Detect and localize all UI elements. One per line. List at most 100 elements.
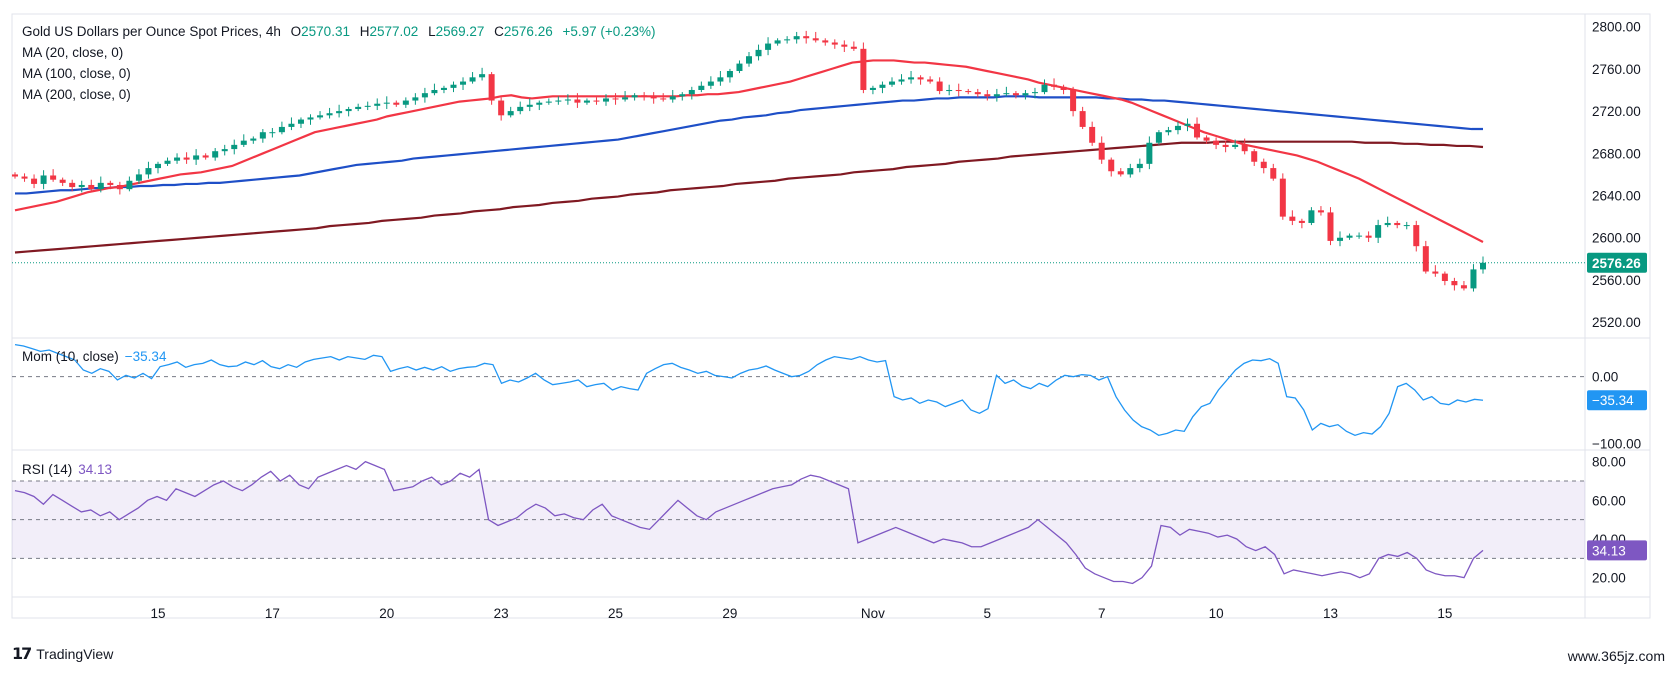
candle-body [421,93,428,98]
rsi-legend[interactable]: RSI (14) 34.13 [22,462,112,477]
candle-body [1031,92,1038,94]
mom-badge [1587,390,1647,411]
candle-body [755,49,762,57]
candle-body [517,106,524,112]
candle-body [1480,262,1486,270]
candle-body [793,36,800,40]
candle-body [1260,161,1267,169]
candle-body [1317,210,1324,213]
candle-body [507,111,514,116]
candle-body [1155,132,1162,143]
tradingview-brand: TradingView [36,646,114,662]
legend-ma100[interactable]: MA (100, close, 0) [22,66,131,81]
candle-body [574,99,581,103]
candle-body [622,97,629,100]
candle-body [145,168,152,175]
candle-body [202,155,209,158]
rsi-value: 34.13 [78,462,113,477]
candle-body [135,174,142,181]
candle-body [1222,144,1229,147]
x-tick-label: 17 [265,606,280,621]
candle-body [193,155,200,160]
price-tick-label: 2720.00 [1592,104,1641,119]
mom-legend[interactable]: Mom (10, close) −35.34 [22,349,166,364]
candle-body [1337,237,1344,241]
candle-body [526,104,533,107]
candle-body [1270,168,1277,179]
candle-body [69,182,76,188]
candle-body [1460,285,1467,289]
rsi-badge-label: 34.13 [1592,543,1626,558]
candle-body [1356,235,1363,237]
candle-body [1232,144,1239,147]
candle-body [974,92,981,95]
ma100-line [15,95,1483,195]
candle-body [717,77,724,82]
x-tick-label: 7 [1098,606,1106,621]
price-tick-label: 2520.00 [1592,315,1641,330]
candle-body [78,184,85,188]
candle-body [1279,178,1286,217]
candle-body [393,102,400,105]
change-value: +5.97 (+0.23%) [562,24,656,39]
price-tick-label: 2560.00 [1592,273,1641,288]
candle-body [1432,271,1439,274]
candle-body [1003,93,1010,95]
candle-body [908,77,915,80]
symbol-name: Gold US Dollars per Ounce Spot Prices, 4… [22,24,281,39]
candle-body [707,81,714,86]
legend-symbol: Gold US Dollars per Ounce Spot Prices, 4… [22,24,656,39]
x-tick-label: 13 [1323,606,1338,621]
low-value: 2569.27 [435,24,485,39]
candle-body [59,179,66,183]
candle-body [936,81,943,92]
candle-body [431,89,438,94]
candle-body [1365,235,1372,238]
candle-body [545,101,552,103]
candle-body [612,98,619,100]
candle-body [1470,269,1477,289]
candle-body [879,84,886,88]
candle-body [374,103,381,106]
candle-body [183,157,190,160]
panel-borders [11,13,1651,619]
series-layer [14,59,1484,585]
legend-ma200[interactable]: MA (200, close, 0) [22,87,131,102]
candle-body [927,79,934,82]
axis-labels: 2520.002560.002600.002640.002680.002720.… [150,20,1641,621]
tradingview-logo-icon: 𝟭𝟳 [12,646,32,663]
candle-body [259,132,266,139]
candle-body [307,117,314,120]
low-label: L [428,24,436,39]
candle-body [1041,84,1048,93]
candle-body [498,100,505,116]
candle-body [1394,222,1401,226]
candle-body [1146,142,1153,164]
candle-body [154,163,161,169]
open-value: 2570.31 [301,24,350,39]
candle-body [955,89,962,92]
candle-body [603,98,610,102]
candle-body [688,89,695,95]
legend-ma20[interactable]: MA (20, close, 0) [22,45,124,60]
tradingview-logo[interactable]: 𝟭𝟳 TradingView [12,644,113,664]
candle-body [1289,216,1296,221]
candle-body [1070,89,1077,112]
rsi-tick-label: 60.00 [1592,493,1626,508]
candle-body [631,95,638,98]
candle-body [240,140,247,145]
candle-body [746,56,752,64]
mom-tick-label: −100.00 [1592,436,1641,451]
x-tick-label: 5 [984,606,992,621]
candle-body [250,138,257,141]
candle-body [1098,142,1105,160]
candle-body [1174,125,1181,131]
close-label: C [494,24,504,39]
candle-body [850,46,857,49]
candle-body [1298,220,1305,223]
high-value: 2577.02 [369,24,419,39]
candle-body [1451,281,1458,286]
candle-body [355,106,362,109]
candle-body [803,36,810,39]
